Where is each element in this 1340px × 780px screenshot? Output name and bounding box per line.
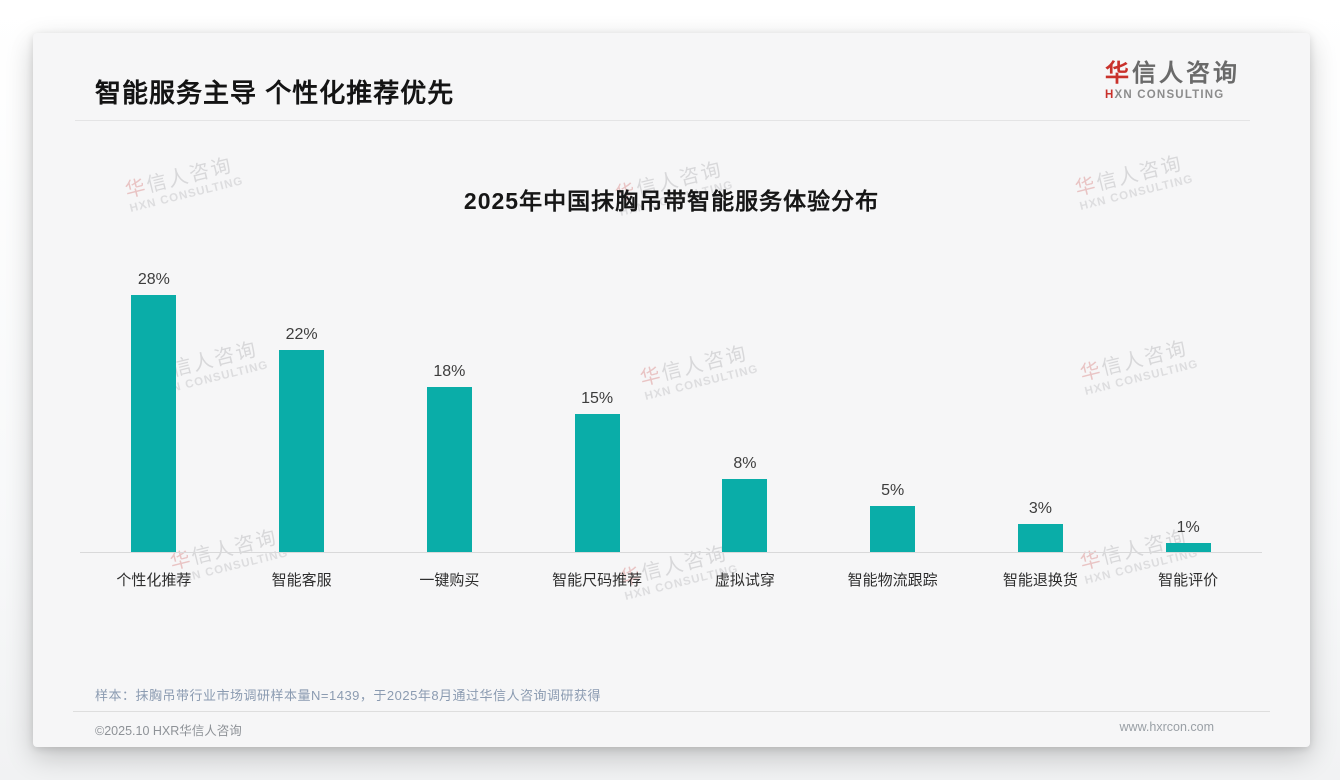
bar-slot: 28% xyxy=(80,271,228,552)
bar-value-label: 1% xyxy=(1176,518,1200,536)
bar-8: 1% xyxy=(1165,519,1211,552)
bar-7: 3% xyxy=(1017,500,1063,552)
sample-note: 样本：抹胸吊带行业市场调研样本量N=1439，于2025年8月通过华信人咨询调研… xyxy=(95,688,602,703)
bars-row: 28% 22% 18% 15% 8% 5% 3% 1% xyxy=(80,271,1262,552)
bar-slot: 1% xyxy=(1114,519,1262,552)
bar-value-label: 15% xyxy=(581,390,614,408)
category-label: 智能客服 xyxy=(271,572,332,589)
category-label: 个性化推荐 xyxy=(116,572,192,589)
bar-2: 22% xyxy=(279,326,325,552)
bar-value-label: 8% xyxy=(733,454,757,472)
bar-slot: 3% xyxy=(967,500,1115,552)
category-label: 智能评价 xyxy=(1158,572,1219,589)
company-logo: 华信人咨询 HXN CONSULTING xyxy=(1105,60,1240,101)
category-label: 智能尺码推荐 xyxy=(552,572,643,589)
logo-subtitle-accent: H xyxy=(1105,89,1115,102)
bar-slot: 22% xyxy=(228,326,376,552)
category-label: 虚拟试穿 xyxy=(714,572,775,589)
x-axis-line xyxy=(80,552,1262,553)
bar-value-label: 18% xyxy=(433,362,466,380)
bar-slot: 15% xyxy=(523,390,671,552)
bar-slot: 18% xyxy=(376,363,524,552)
logo-wordmark-rest: 信人咨询 xyxy=(1132,60,1240,87)
logo-subtitle-rest: XN CONSULTING xyxy=(1114,89,1225,102)
footer-website: www.hxrcon.com xyxy=(1119,720,1214,734)
bar-value-label: 22% xyxy=(285,326,318,344)
bar-1: 28% xyxy=(131,271,177,552)
category-label: 智能物流跟踪 xyxy=(847,572,938,589)
header-divider xyxy=(75,120,1250,121)
bar-value-label: 28% xyxy=(137,270,170,288)
logo-wordmark-accent: 华 xyxy=(1105,60,1132,87)
bar-6: 5% xyxy=(870,482,916,552)
bar-4: 15% xyxy=(574,390,620,552)
bar-value-label: 3% xyxy=(1028,500,1052,518)
categories-row: 个性化推荐 智能客服 一键购买 智能尺码推荐 虚拟试穿 智能物流跟踪 智能退换货 智能评价 xyxy=(80,569,1262,590)
bar-slot: 5% xyxy=(819,482,967,552)
bar-3: 18% xyxy=(426,363,472,552)
chart-title: 2025年中国抹胸吊带智能服务体验分布 xyxy=(463,188,880,214)
bar-value-label: 5% xyxy=(881,482,905,500)
category-label: 一键购买 xyxy=(419,572,480,589)
footer-divider xyxy=(73,711,1270,712)
slide-card: 华信人咨询 HXN CONSULTING 华信人咨询 HXN CONSULTING 华信… xyxy=(33,33,1310,747)
page-title: 智能服务主导 个性化推荐优先 xyxy=(95,78,455,108)
footer-copyright: ©2025.10 HXR华信人咨询 xyxy=(95,724,242,738)
bar-5: 8% xyxy=(722,455,768,552)
category-label: 智能退换货 xyxy=(1002,572,1078,589)
bar-slot: 8% xyxy=(671,455,819,552)
logo-subtitle: HXN CONSULTING xyxy=(1105,89,1240,101)
logo-wordmark: 华信人咨询 xyxy=(1105,60,1240,87)
